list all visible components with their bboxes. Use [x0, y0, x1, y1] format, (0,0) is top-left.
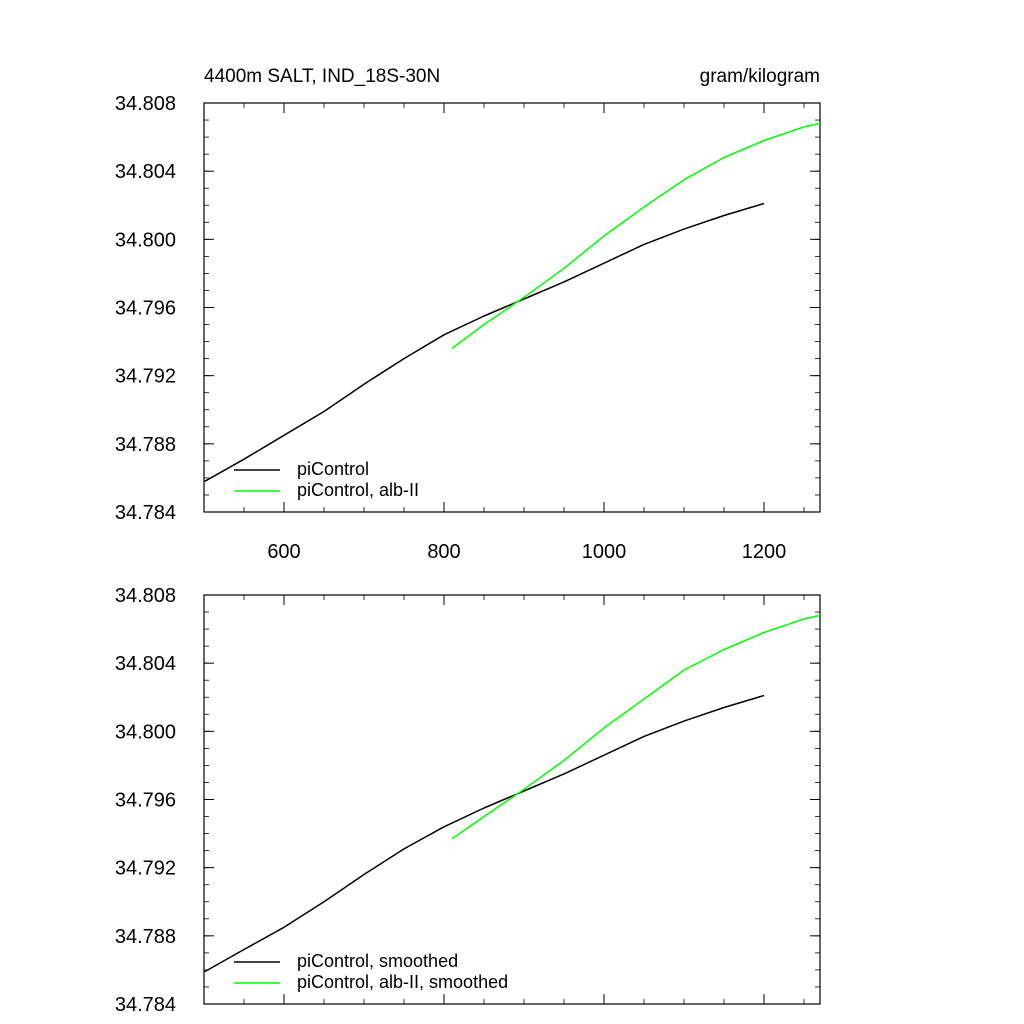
legend-label-picontrol: piControl	[297, 459, 369, 479]
ytick-label-34-804: 34.804	[115, 653, 176, 675]
ytick-label-34-792: 34.792	[115, 858, 176, 880]
bottom-panel-ticks	[204, 594, 820, 1005]
series-line-picontrol-smoothed	[204, 694, 765, 973]
ytick-label-34-784: 34.784	[115, 502, 176, 524]
series-line-picontrol-alb-ii	[451, 122, 821, 350]
top-panel-xtick-labels: 600 800 1000 1200	[267, 541, 786, 563]
xtick-label-800: 800	[427, 541, 460, 563]
legend-label-picontrol-alb-ii: piControl, alb-II	[297, 480, 419, 500]
xtick-label-600: 600	[267, 541, 300, 563]
ytick-label-34-8: 34.800	[115, 721, 176, 743]
bottom-panel: 34.784 34.788 34.792 34.796 34.800 34.804 34.8…	[115, 585, 821, 1016]
bottom-panel-legend: piControl, smoothed piControl, alb-II, s…	[234, 951, 508, 992]
top-panel-title-left: 4400m SALT, IND_18S-30N	[204, 66, 440, 87]
bottom-panel-series	[204, 614, 821, 973]
ytick-label-34-784: 34.784	[115, 994, 176, 1016]
ytick-label-34-796: 34.796	[115, 298, 176, 320]
top-panel-ticks	[204, 102, 820, 513]
ytick-label-34-804: 34.804	[115, 161, 176, 183]
ytick-label-34-792: 34.792	[115, 366, 176, 388]
ytick-label-34-808: 34.808	[115, 93, 176, 115]
legend-label-picontrol-alb-ii-smoothed: piControl, alb-II, smoothed	[297, 972, 508, 992]
ytick-label-34-808: 34.808	[115, 585, 176, 607]
ytick-label-34-788: 34.788	[115, 434, 176, 456]
series-line-picontrol	[204, 202, 765, 482]
legend-label-picontrol-smoothed: piControl, smoothed	[297, 951, 458, 971]
top-panel-legend: piControl piControl, alb-II	[234, 459, 419, 500]
xtick-label-1200: 1200	[742, 541, 787, 563]
top-panel-ytick-labels: 34.784 34.788 34.792 34.796 34.800 34.804 34.8…	[115, 93, 176, 524]
ytick-label-34-8: 34.800	[115, 229, 176, 251]
top-panel: 4400m SALT, IND_18S-30N gram/kilogram 34…	[115, 66, 821, 563]
top-panel-title-right: gram/kilogram	[700, 66, 820, 87]
bottom-panel-ytick-labels: 34.784 34.788 34.792 34.796 34.800 34.804 34.8…	[115, 585, 176, 1016]
ytick-label-34-796: 34.796	[115, 790, 176, 812]
series-line-picontrol-alb-ii-smoothed	[451, 614, 821, 840]
top-panel-series	[204, 122, 821, 482]
ytick-label-34-788: 34.788	[115, 926, 176, 948]
xtick-label-1000: 1000	[582, 541, 627, 563]
